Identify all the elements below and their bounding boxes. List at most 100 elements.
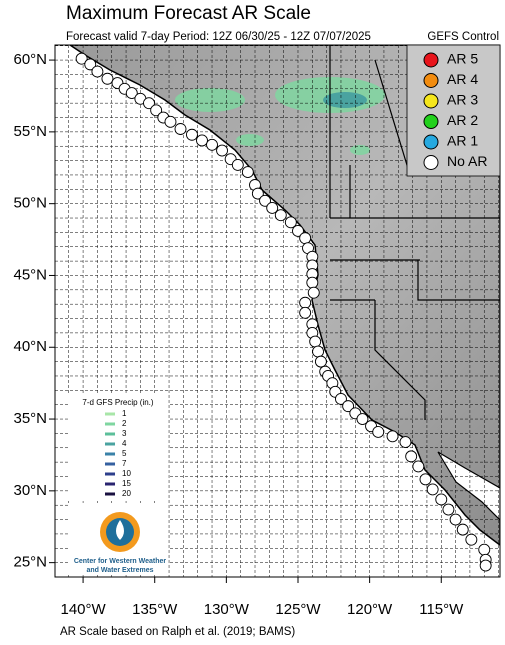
precip-level: 7 [122,459,127,468]
precip-level: 3 [122,429,127,438]
precip-level: 5 [122,449,127,458]
y-tick-label: 25°N [13,554,47,571]
ar-point [299,296,312,309]
ar-point [335,392,347,405]
x-tick-label: 125°W [275,601,321,618]
title: Maximum Forecast AR Scale [66,3,311,24]
y-tick-label: 40°N [13,338,47,355]
plot-frame [54,44,501,578]
ar-point [292,224,304,237]
ar-point [143,97,155,110]
ar-point [164,115,177,128]
y-tick-label: 50°N [13,195,47,212]
x-tick-label: 140°W [60,601,106,618]
legend-swatch [423,93,439,109]
logo-text: and Water Extremes [86,567,153,574]
ar-point [309,335,322,348]
ar-point [386,430,399,443]
logo-drop [116,520,124,540]
ar-point [479,559,492,572]
legend-swatch [423,134,439,150]
legend-label: AR 1 [447,133,478,149]
y-tick-label: 60°N [13,51,47,68]
ar-point [150,104,163,117]
ar-point [284,216,297,229]
ar-point [312,345,324,358]
ar-point [456,523,469,536]
x-tick-label: 135°W [132,601,178,618]
precip-legend-box [68,393,168,501]
legend-swatch [423,155,439,170]
ar-point [251,187,264,200]
ar-point [231,158,244,171]
y-tick-label: 35°N [13,410,47,427]
ar-point [465,533,478,546]
ar-point [196,134,208,147]
y-tick-label: 45°N [13,266,47,283]
ar-point [399,436,412,448]
ar-point [101,72,114,85]
precip-level: 2 [122,419,127,428]
y-tick-label: 30°N [13,482,47,499]
ar-point [125,87,138,100]
precip-area [323,92,367,108]
gulf-of-california [437,451,500,521]
subtitle: Forecast valid 7-day Period: 12Z 06/30/2… [66,31,371,43]
x-tick-label: 130°W [204,601,250,618]
ar-point [266,202,279,214]
ar-point [449,513,462,526]
ar-point [241,166,254,179]
legend-label: AR 2 [447,112,478,128]
ar-point [75,52,88,65]
legend-label: AR 4 [447,71,478,87]
ar-point [206,138,218,151]
precip-level: 4 [122,439,127,448]
land [68,45,500,546]
logo-text: Center for Western Weather [74,558,167,565]
legend-box [406,44,501,177]
legend-swatch [423,114,439,129]
precip-level: 20 [122,489,131,498]
x-tick-label: 120°W [347,601,393,618]
footer: AR Scale based on Ralph et al. (2019; BA… [60,626,295,638]
precip-legend-title: 7-d GFS Precip (in.) [82,398,153,407]
points [75,52,492,572]
ar-point [356,413,369,426]
ar-point [307,286,320,299]
ar-point [259,194,271,207]
ar-point [306,276,319,289]
precip-area [175,88,245,112]
ar-point [216,144,229,157]
legend-label: AR 5 [447,51,478,67]
x-tick-label: 115°W [419,601,464,618]
precip-level: 10 [122,469,131,478]
legend: AR 5 AR 4 AR 3 AR 2 AR 1 No AR [423,51,487,170]
ar-point [342,400,355,413]
ar-point [299,306,312,319]
model-label: GEFS Control [427,31,499,43]
precip-level: 1 [122,409,127,418]
ar-point [274,209,287,222]
ar-point [91,65,104,78]
ar-point [186,128,198,141]
precip-area [350,145,370,155]
ar-point [435,493,448,506]
legend-swatch [423,73,439,88]
ar-point [174,123,187,135]
ar-point [419,473,432,486]
ar-point [84,58,97,71]
ar-point [299,232,312,245]
precip-level: 15 [122,479,131,488]
ar-point [426,483,439,496]
y-tick-label: 55°N [13,123,47,140]
ar-point [478,543,491,556]
ar-point [412,460,425,473]
ar-point [405,450,418,463]
precip-area [236,134,264,146]
legend-swatch [423,52,439,68]
legend-label: No AR [447,153,487,169]
ar-point [314,355,327,368]
ar-point [372,426,385,438]
